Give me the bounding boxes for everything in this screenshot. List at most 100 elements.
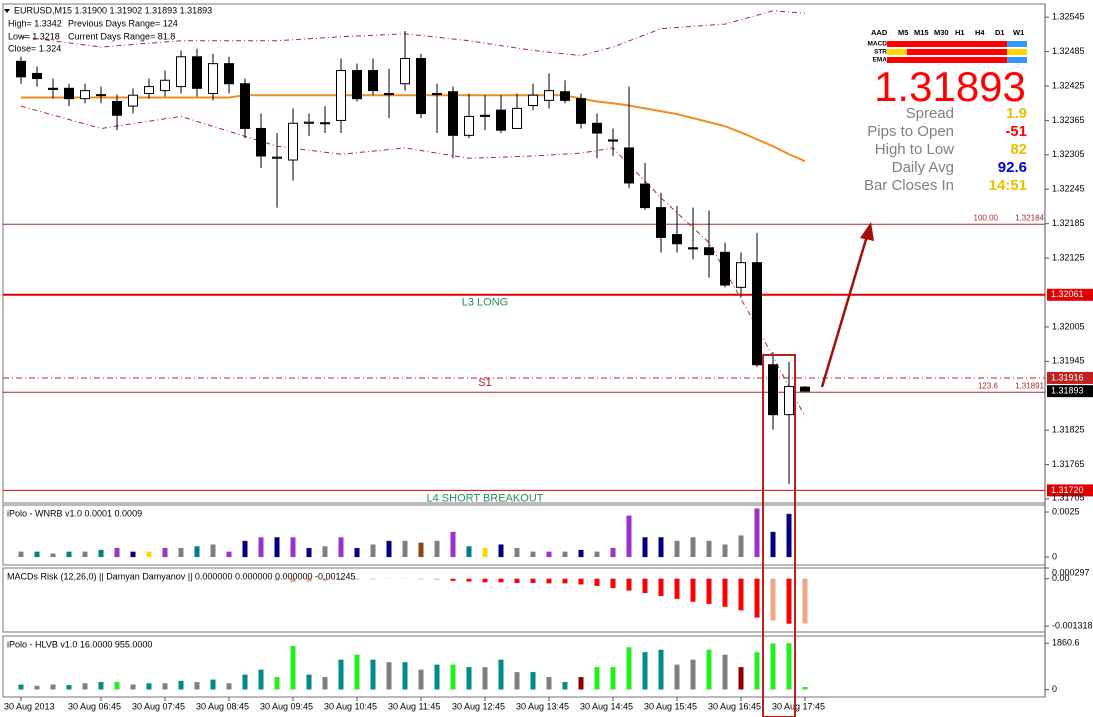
indicator-bar xyxy=(722,578,728,607)
candle-body xyxy=(64,87,74,100)
stat-label: Bar Closes In xyxy=(864,177,954,194)
candle-body xyxy=(272,156,282,159)
candle-body xyxy=(736,262,746,288)
info-cell xyxy=(987,49,1007,55)
y-tick-label: 0 xyxy=(1052,551,1057,561)
indicator-bar xyxy=(162,683,168,690)
indicator-bar xyxy=(770,531,776,558)
indicator-bar xyxy=(754,652,760,690)
indicator-bar xyxy=(594,551,600,558)
indicator-bar xyxy=(674,540,680,558)
indicator-bar xyxy=(610,667,616,690)
annotation-layer xyxy=(762,222,874,717)
candle-body xyxy=(208,63,218,94)
indicator-bar xyxy=(626,578,632,591)
candle-body xyxy=(400,57,410,85)
candle-body xyxy=(704,247,714,256)
indicator-bar xyxy=(450,578,456,581)
indicator-bar xyxy=(274,578,280,581)
indicator-bar xyxy=(146,551,152,558)
indicator-bar xyxy=(530,578,536,584)
indicator-bar xyxy=(322,677,328,690)
candle-body xyxy=(656,207,666,238)
current-price-label: 1.31893 xyxy=(1051,386,1084,396)
indicator-bar xyxy=(82,683,88,690)
previous-range: Previous Days Range= 124 xyxy=(68,18,178,28)
candle-body xyxy=(768,364,778,416)
candle-body xyxy=(480,114,490,117)
info-column: M30 xyxy=(934,28,949,37)
x-tick-label: 30 Aug 2013 xyxy=(4,701,55,711)
info-row-label: MACD xyxy=(868,41,888,48)
indicator-bar xyxy=(82,551,88,558)
candle-body xyxy=(624,147,634,184)
indicator-bar xyxy=(610,548,616,558)
candle-body xyxy=(752,262,762,366)
indicator-bar xyxy=(338,537,344,558)
y-tick-label: 0.0025 xyxy=(1052,506,1080,516)
indicator-bar xyxy=(418,542,424,558)
indicator-bar xyxy=(434,664,440,690)
candle-body xyxy=(544,90,554,101)
candle-body xyxy=(256,127,266,157)
indicator-bar xyxy=(34,551,40,558)
indicator-bar xyxy=(210,679,216,690)
indicator-bar xyxy=(754,578,760,618)
candle-body xyxy=(96,94,106,97)
y-tick-label: -0.001318 xyxy=(1052,621,1093,631)
candle-body xyxy=(112,101,122,116)
info-cell xyxy=(927,41,947,47)
indicator-bar xyxy=(402,540,408,558)
y-tick-label: 1.32545 xyxy=(1052,12,1085,22)
x-tick-label: 30 Aug 14:45 xyxy=(580,701,633,711)
y-tick-label: 1.32365 xyxy=(1052,115,1085,125)
stat-label: Spread xyxy=(906,105,954,122)
candle-body xyxy=(80,90,90,100)
info-cell xyxy=(927,57,947,63)
info-column: M5 xyxy=(898,28,908,37)
indicator-bar xyxy=(178,548,184,558)
level-axis-label: 1.31916 xyxy=(1051,372,1084,382)
info-cell xyxy=(947,41,967,47)
candle-body xyxy=(720,251,730,286)
info-cell xyxy=(947,57,967,63)
candle-body xyxy=(576,98,586,124)
candle-body xyxy=(496,109,506,131)
y-tick-label: 1.32005 xyxy=(1052,321,1085,331)
level-name: L3 LONG xyxy=(462,297,508,309)
indicator-bar xyxy=(674,664,680,690)
y-tick-label: 1.31705 xyxy=(1052,492,1085,502)
info-row-label: EMA xyxy=(873,57,888,64)
info-cell xyxy=(987,41,1007,47)
indicator-bar xyxy=(290,578,296,583)
indicator-bar xyxy=(114,548,120,558)
info-cell xyxy=(967,41,987,47)
candle-body xyxy=(368,70,378,92)
indicator-bar xyxy=(290,645,296,690)
indicator-bar xyxy=(466,578,472,582)
info-cell xyxy=(887,49,907,55)
x-tick-label: 30 Aug 10:45 xyxy=(324,701,377,711)
indicator-bar xyxy=(354,654,360,690)
candle-body xyxy=(128,94,138,107)
indicator-bar xyxy=(98,682,104,690)
indicator-bar xyxy=(386,540,392,558)
indicator-bar xyxy=(562,551,568,558)
indicator-bar xyxy=(306,578,312,582)
candle-body xyxy=(432,92,442,96)
info-cell xyxy=(1007,49,1027,55)
candle-body xyxy=(448,91,458,136)
indicator-bar xyxy=(578,549,584,558)
y-tick-label: 1.32125 xyxy=(1052,252,1085,262)
indicator-bar xyxy=(642,537,648,558)
indicator-bar xyxy=(194,546,200,558)
candle-body xyxy=(608,139,618,142)
indicator-bar xyxy=(50,553,56,558)
indicator-bar xyxy=(210,544,216,558)
indicator-bar xyxy=(482,667,488,690)
indicator-bar xyxy=(322,546,328,558)
day-low: Low= 1.3218 xyxy=(8,31,60,41)
indicator-bar xyxy=(306,674,312,690)
indicator-bar xyxy=(50,684,56,690)
